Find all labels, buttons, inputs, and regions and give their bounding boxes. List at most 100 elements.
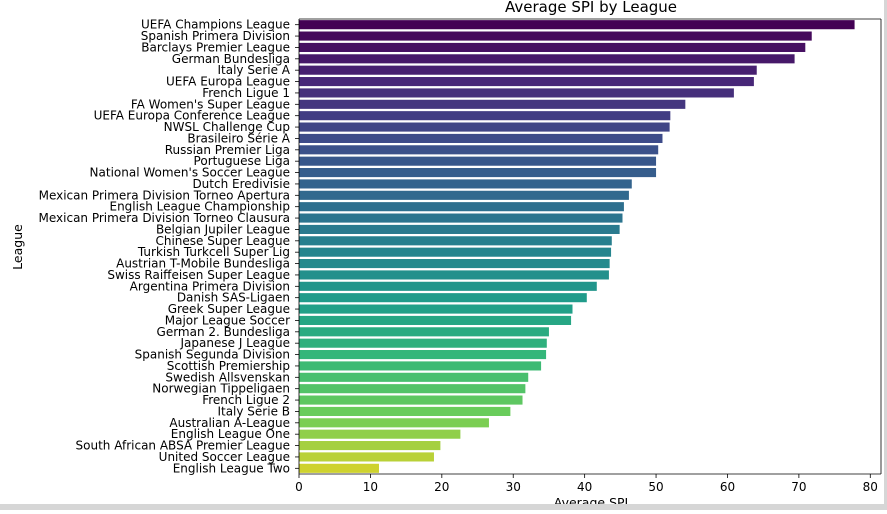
- bar: [299, 452, 434, 462]
- y-tick-label: English League Championship: [109, 200, 290, 214]
- x-tick-label: 40: [577, 480, 592, 494]
- bar: [299, 111, 671, 121]
- y-tick-label: Norwegian Tippeligaen: [152, 382, 290, 396]
- y-tick-label: Major League Soccer: [165, 313, 290, 327]
- bar: [299, 327, 549, 337]
- y-tick-label: Dutch Eredivisie: [192, 177, 290, 191]
- y-tick-label: Spanish Segunda Division: [135, 348, 290, 362]
- y-tick-label: Turkish Turkcell Super Lig: [137, 245, 290, 259]
- y-tick-label: Argentina Primera Division: [130, 279, 290, 293]
- bar: [299, 20, 855, 30]
- chart-title: Average SPI by League: [505, 0, 677, 16]
- y-tick-label: Swedish Allsvenskan: [165, 370, 290, 384]
- window-right-border: [884, 0, 887, 510]
- bar: [299, 406, 511, 416]
- bar: [299, 156, 657, 166]
- x-axis-ticks: 0 10 20 30 40 50 60 70 80: [295, 474, 878, 494]
- y-tick-marks: [295, 24, 299, 469]
- y-tick-label: Austrian T-Mobile Bundesliga: [116, 257, 290, 271]
- bar: [299, 429, 461, 439]
- y-tick-label: Mexican Primera Division Torneo Clausura: [39, 211, 290, 225]
- window-bottom-border: [0, 504, 887, 510]
- bar: [299, 179, 632, 189]
- y-tick-label: UEFA Europa League: [166, 75, 290, 89]
- y-tick-label: Barclays Premier League: [141, 40, 290, 54]
- bar: [299, 463, 379, 473]
- bar: [299, 31, 812, 41]
- bar: [299, 54, 795, 64]
- bar: [299, 441, 441, 451]
- x-tick-label: 10: [363, 480, 378, 494]
- bar: [299, 418, 489, 428]
- y-tick-label: Chinese Super League: [155, 234, 290, 248]
- y-tick-label: French Ligue 1: [202, 86, 290, 100]
- x-tick-label: 20: [434, 480, 449, 494]
- y-tick-label: Portuguese Liga: [194, 154, 290, 168]
- bar: [299, 202, 624, 212]
- bar: [299, 384, 526, 394]
- y-tick-label: Scottish Premiership: [167, 359, 290, 373]
- bar: [299, 395, 523, 405]
- bar: [299, 224, 620, 234]
- y-tick-label: United Soccer League: [159, 450, 290, 464]
- y-tick-label: Danish SAS-Ligaen: [177, 291, 290, 305]
- y-tick-label: Spanish Primera Division: [141, 29, 290, 43]
- bar: [299, 190, 629, 200]
- y-tick-label: UEFA Champions League: [141, 18, 290, 32]
- y-tick-label: National Women's Soccer League: [90, 166, 290, 180]
- y-tick-label: NWSL Challenge Cup: [164, 120, 290, 134]
- bar: [299, 145, 659, 155]
- bar: [299, 88, 734, 98]
- y-tick-label: German Bundesliga: [172, 52, 290, 66]
- bar: [299, 213, 623, 223]
- bar: [299, 259, 610, 269]
- y-tick-label: English League Two: [173, 461, 290, 475]
- y-tick-label: Swiss Raiffeisen Super League: [107, 268, 290, 282]
- bar: [299, 236, 612, 246]
- bar: [299, 168, 657, 178]
- bar: [299, 42, 806, 52]
- axes-spines: [298, 18, 882, 475]
- bar: [299, 99, 686, 109]
- bar: [299, 315, 572, 325]
- y-tick-label: Italy Serie A: [217, 63, 290, 77]
- y-tick-label: Brasileiro Série A: [187, 131, 290, 145]
- y-tick-label: Italy Serie B: [217, 404, 290, 418]
- y-tick-label: French Ligue 2: [202, 393, 290, 407]
- y-axis-label: League: [10, 224, 25, 270]
- x-tick-label: 50: [648, 480, 663, 494]
- y-tick-label: Belgian Jupiler League: [156, 222, 290, 236]
- bar: [299, 293, 587, 303]
- bar: [299, 65, 757, 75]
- bar: [299, 122, 670, 132]
- bar: [299, 270, 609, 280]
- x-tick-label: 30: [506, 480, 521, 494]
- bar: [299, 77, 754, 87]
- y-tick-label: German 2. Bundesliga: [157, 325, 290, 339]
- y-tick-label: South African ABSA Premier League: [76, 439, 290, 453]
- y-tick-label: Russian Premier Liga: [165, 143, 290, 157]
- bar: [299, 350, 547, 360]
- y-tick-label: UEFA Europa Conference League: [94, 109, 290, 123]
- bars-group: [299, 20, 855, 473]
- bar: [299, 281, 597, 291]
- bar: [299, 338, 547, 348]
- bar: [299, 372, 529, 382]
- x-tick-label: 0: [295, 480, 303, 494]
- y-tick-label: English League One: [171, 427, 290, 441]
- x-tick-label: 80: [863, 480, 878, 494]
- x-tick-label: 60: [720, 480, 735, 494]
- x-tick-label: 70: [791, 480, 806, 494]
- y-tick-label: Greek Super League: [168, 302, 290, 316]
- bar: [299, 304, 573, 314]
- y-tick-label: Japanese J League: [180, 336, 290, 350]
- y-tick-label: FA Women's Super League: [131, 97, 290, 111]
- bar: [299, 247, 612, 257]
- y-tick-label: Mexican Primera Division Torneo Apertura: [39, 188, 290, 202]
- y-tick-label: Australian A-League: [169, 416, 290, 430]
- bar: [299, 361, 542, 371]
- bar: [299, 133, 663, 143]
